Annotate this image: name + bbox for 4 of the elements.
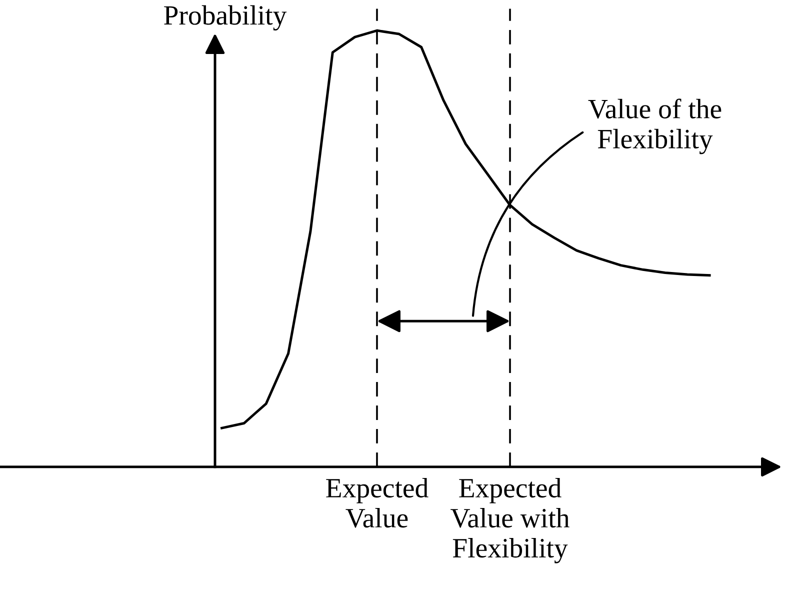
x-tick-label: Expected Value <box>326 478 428 528</box>
annotation: Value of the Flexibility <box>588 98 722 154</box>
x-tick-label: Expected Value with Flexibility <box>450 478 570 564</box>
y-axis-title: Probability <box>164 5 287 31</box>
